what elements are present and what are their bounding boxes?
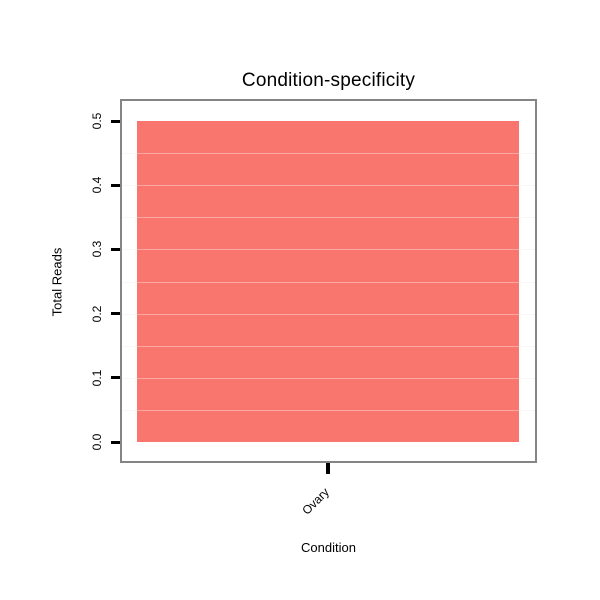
y-tick (111, 376, 120, 380)
plot-area: Ovary 0.0 0.1 0.2 0.3 0.4 0.5 (90, 99, 537, 518)
y-tick-label: 0.0 (90, 433, 104, 451)
gridline (122, 345, 535, 347)
gridline (122, 217, 535, 219)
y-axis-label: Total Reads (49, 247, 65, 317)
y-tick-label: 0.4 (90, 176, 104, 194)
y-tick (111, 440, 120, 444)
y-tick-label: 0.5 (90, 112, 104, 130)
y-tick-label: 0.2 (90, 305, 104, 322)
chart-title: Condition-specificity (241, 70, 416, 91)
y-tick (111, 312, 120, 316)
gridline (122, 377, 535, 379)
y-tick (111, 119, 120, 123)
y-tick-label: 0.3 (90, 241, 104, 258)
x-tick (326, 463, 330, 474)
y-tick (111, 247, 120, 251)
gridline (122, 281, 535, 283)
y-tick-label: 0.1 (90, 369, 104, 387)
gridline (122, 153, 535, 155)
gridline (122, 185, 535, 187)
y-tick (111, 183, 120, 187)
gridline (122, 409, 535, 411)
gridline (122, 313, 535, 315)
gridline (122, 249, 535, 251)
x-axis-label: Condition (301, 540, 356, 555)
bar-ovary (137, 121, 519, 442)
x-tick-label: Ovary (299, 485, 332, 518)
